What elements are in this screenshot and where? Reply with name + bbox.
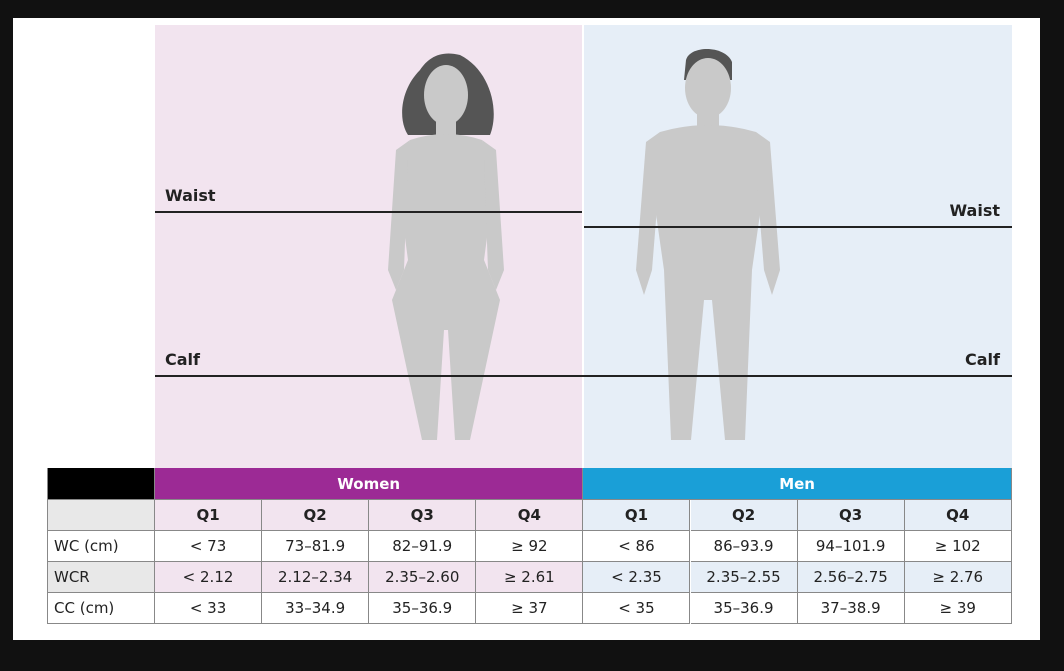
woman-silhouette [388, 53, 504, 440]
table-cell: 73–81.9 [262, 531, 370, 562]
table-cell: 35–36.9 [690, 593, 798, 624]
quartile-header: Q3 [797, 500, 905, 531]
quartile-header: Q1 [155, 500, 263, 531]
men-panel [584, 25, 1012, 468]
quartile-header: Q4 [904, 500, 1012, 531]
table-cell: ≥ 2.76 [904, 562, 1012, 593]
row-label: WC (cm) [47, 531, 155, 562]
quartile-header: Q1 [583, 500, 691, 531]
table-cell: 2.35–2.60 [369, 562, 477, 593]
quartile-header: Q2 [690, 500, 798, 531]
table-cell: 86–93.9 [690, 531, 798, 562]
table-cell: < 2.12 [155, 562, 263, 593]
row-label: WCR [47, 562, 155, 593]
table-cell: 37–38.9 [797, 593, 905, 624]
table-cell: 2.12–2.34 [262, 562, 370, 593]
waist-label: Waist [949, 201, 1000, 220]
quartile-header: Q4 [476, 500, 584, 531]
table-cell: < 2.35 [583, 562, 691, 593]
quartile-header: Q3 [369, 500, 477, 531]
group-header: Men [583, 468, 1012, 500]
calf-label: Calf [165, 350, 200, 369]
table-cell: < 33 [155, 593, 263, 624]
table-cell: 94–101.9 [797, 531, 905, 562]
table-cell: ≥ 102 [904, 531, 1012, 562]
table-cell: ≥ 39 [904, 593, 1012, 624]
table-cell: ≥ 92 [476, 531, 584, 562]
man-silhouette [636, 48, 780, 440]
waist-label: Waist [165, 186, 216, 205]
table-cell: 33–34.9 [262, 593, 370, 624]
table-cell: < 73 [155, 531, 263, 562]
table-cell: 82–91.9 [369, 531, 477, 562]
quartile-header: Q2 [262, 500, 370, 531]
row-label: CC (cm) [47, 593, 155, 624]
table-cell: ≥ 37 [476, 593, 584, 624]
table-corner [47, 468, 155, 500]
table-cell: < 86 [583, 531, 691, 562]
table-cell: 2.56–2.75 [797, 562, 905, 593]
row-label [47, 500, 155, 531]
group-header: Women [155, 468, 584, 500]
women-panel [155, 25, 582, 468]
table-cell: 35–36.9 [369, 593, 477, 624]
table-cell: ≥ 2.61 [476, 562, 584, 593]
calf-label: Calf [965, 350, 1000, 369]
table-cell: < 35 [583, 593, 691, 624]
table-cell: 2.35–2.55 [690, 562, 798, 593]
